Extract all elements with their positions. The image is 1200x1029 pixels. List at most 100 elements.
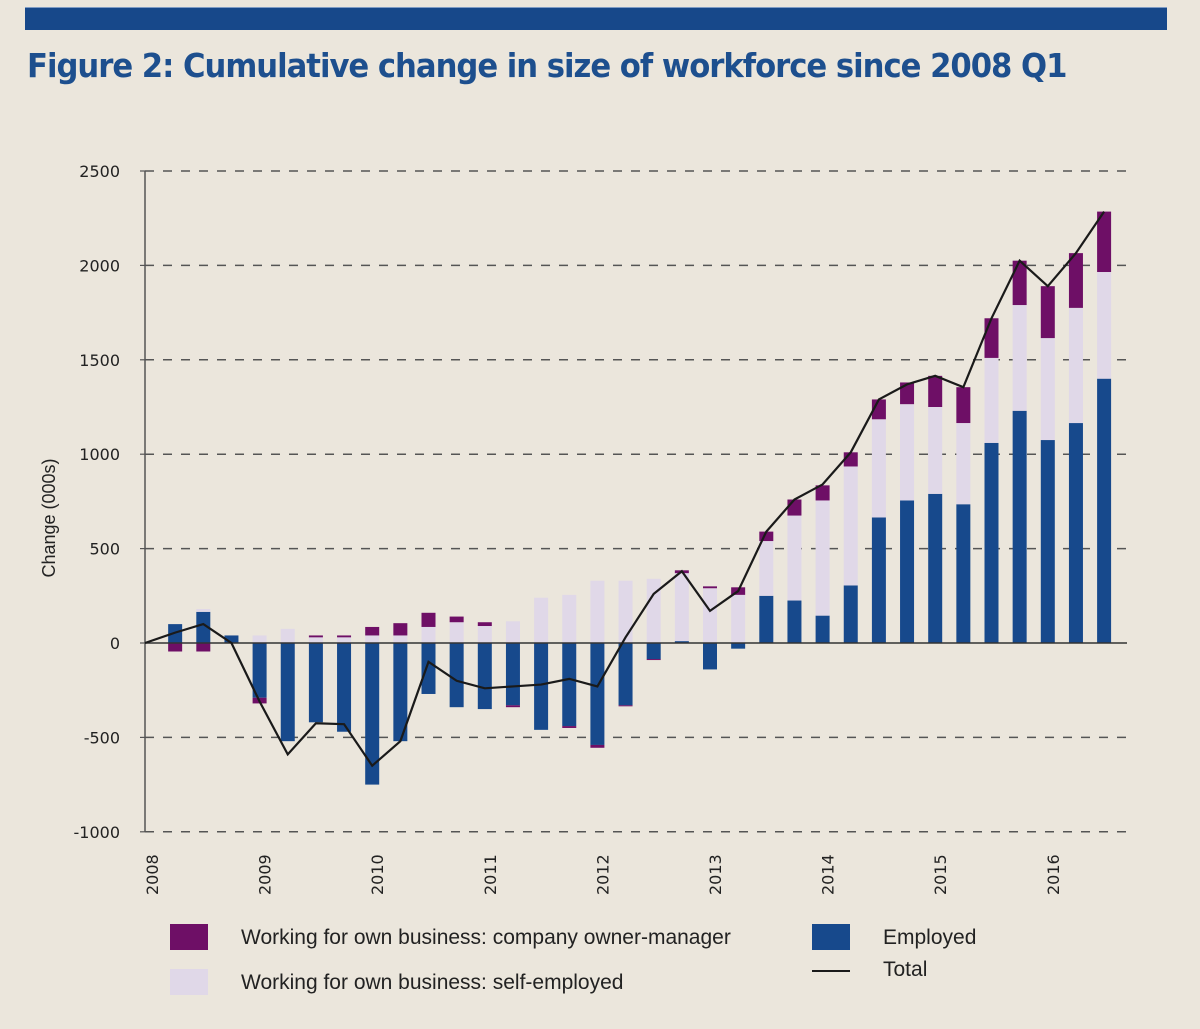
bar-owner-manager: [1068, 253, 1083, 308]
bar-employed: [196, 611, 211, 643]
bar-self-employed: [900, 404, 915, 501]
bar-employed: [843, 585, 858, 643]
x-tick-label: 2008: [143, 854, 162, 895]
bar-self-employed: [843, 466, 858, 586]
bar-owner-manager: [1097, 211, 1112, 273]
bar-employed: [365, 643, 380, 785]
total-series-line: [144, 210, 1106, 768]
bar-owner-manager: [956, 387, 971, 424]
legend-label-self-employed: Working for own business: self-employed: [241, 971, 624, 994]
chart-title: Figure 2: Cumulative change in size of w…: [27, 46, 1067, 85]
bar-self-employed: [787, 515, 802, 601]
bar-employed: [871, 517, 886, 643]
bar-employed: [646, 643, 661, 660]
bar-self-employed: [928, 407, 943, 494]
bars: [168, 211, 1112, 785]
bar-owner-manager: [421, 612, 436, 627]
bar-owner-manager: [590, 744, 605, 748]
bar-self-employed: [393, 635, 408, 643]
legend-label-owner-manager: Working for own business: company owner-…: [241, 926, 731, 949]
bar-self-employed: [590, 580, 605, 643]
bar-employed: [956, 504, 971, 643]
bar-self-employed: [703, 588, 717, 643]
bar-self-employed: [956, 423, 971, 505]
y-tick-label: 1000: [79, 445, 120, 464]
bar-employed: [590, 643, 605, 745]
bar-self-employed: [421, 626, 436, 643]
x-tick-label: 2014: [819, 854, 838, 895]
y-axis-title: Change (000s): [39, 458, 59, 577]
bar-employed: [534, 643, 549, 730]
bar-employed: [505, 643, 520, 706]
y-tick-label: 500: [89, 540, 120, 559]
bar-employed: [562, 643, 577, 727]
y-tick-label: 2000: [79, 256, 120, 275]
bar-employed: [308, 643, 323, 723]
bar-employed: [759, 595, 774, 643]
bar-owner-manager: [900, 382, 915, 405]
bar-employed: [984, 442, 999, 643]
bar-owner-manager: [815, 485, 830, 501]
bar-self-employed: [871, 419, 886, 518]
bar-owner-manager: [365, 626, 380, 636]
x-tick-label: 2015: [931, 854, 950, 895]
bar-owner-manager: [759, 531, 774, 542]
bar-self-employed: [562, 594, 577, 643]
bar-owner-manager: [477, 622, 492, 627]
bar-employed: [224, 635, 239, 643]
bar-self-employed: [337, 637, 352, 643]
bar-employed: [815, 615, 830, 643]
bar-employed: [477, 643, 492, 710]
bar-employed: [1012, 410, 1027, 643]
bar-employed: [393, 643, 408, 742]
bar-owner-manager: [646, 659, 661, 661]
x-tick-label: 2010: [368, 854, 387, 895]
bar-employed: [731, 643, 746, 649]
bar-employed: [703, 643, 717, 670]
bar-employed: [900, 500, 915, 643]
x-tick-label: 2009: [256, 854, 275, 895]
bar-self-employed: [759, 541, 774, 596]
bar-self-employed: [1012, 305, 1027, 411]
bar-employed: [280, 643, 295, 742]
legend-label-employed: Employed: [883, 926, 977, 949]
bar-owner-manager: [703, 586, 717, 589]
bar-owner-manager: [562, 726, 577, 728]
bar-owner-manager: [393, 623, 408, 636]
bar-owner-manager: [449, 616, 464, 623]
bar-self-employed: [674, 573, 689, 642]
bar-owner-manager: [196, 643, 211, 652]
bar-self-employed: [365, 635, 380, 643]
bar-employed: [618, 643, 633, 706]
bar-employed: [252, 643, 267, 698]
bar-self-employed: [505, 621, 520, 643]
bar-self-employed: [477, 626, 492, 643]
bar-self-employed: [449, 622, 464, 643]
bar-self-employed: [1068, 307, 1083, 424]
legend-swatch-total: [812, 970, 850, 972]
bar-owner-manager: [984, 318, 999, 358]
total-line: [144, 210, 1106, 768]
legend-swatch-employed: [812, 924, 850, 950]
bar-self-employed: [731, 594, 746, 643]
axes: [144, 171, 1127, 832]
x-tick-label: 2011: [481, 854, 500, 895]
bar-owner-manager: [1012, 260, 1027, 306]
legend-label-total: Total: [883, 958, 928, 981]
bar-owner-manager: [168, 643, 183, 652]
bar-self-employed: [534, 597, 549, 643]
bar-self-employed: [280, 628, 295, 643]
y-tick-label: 0: [110, 634, 120, 653]
bar-employed: [928, 493, 943, 643]
legend-swatch-owner-manager: [170, 924, 208, 950]
bar-employed: [1097, 378, 1112, 643]
y-tick-label: -500: [84, 728, 120, 747]
bar-employed: [1068, 423, 1083, 643]
bar-owner-manager: [618, 705, 633, 707]
bar-employed: [421, 643, 436, 694]
x-tick-labels: 2008 2009 2010 2011 2012 2013 2014 2015 2016: [143, 854, 1063, 895]
bar-self-employed: [646, 578, 661, 643]
x-tick-label: 2012: [593, 854, 612, 895]
bar-self-employed: [252, 635, 267, 643]
